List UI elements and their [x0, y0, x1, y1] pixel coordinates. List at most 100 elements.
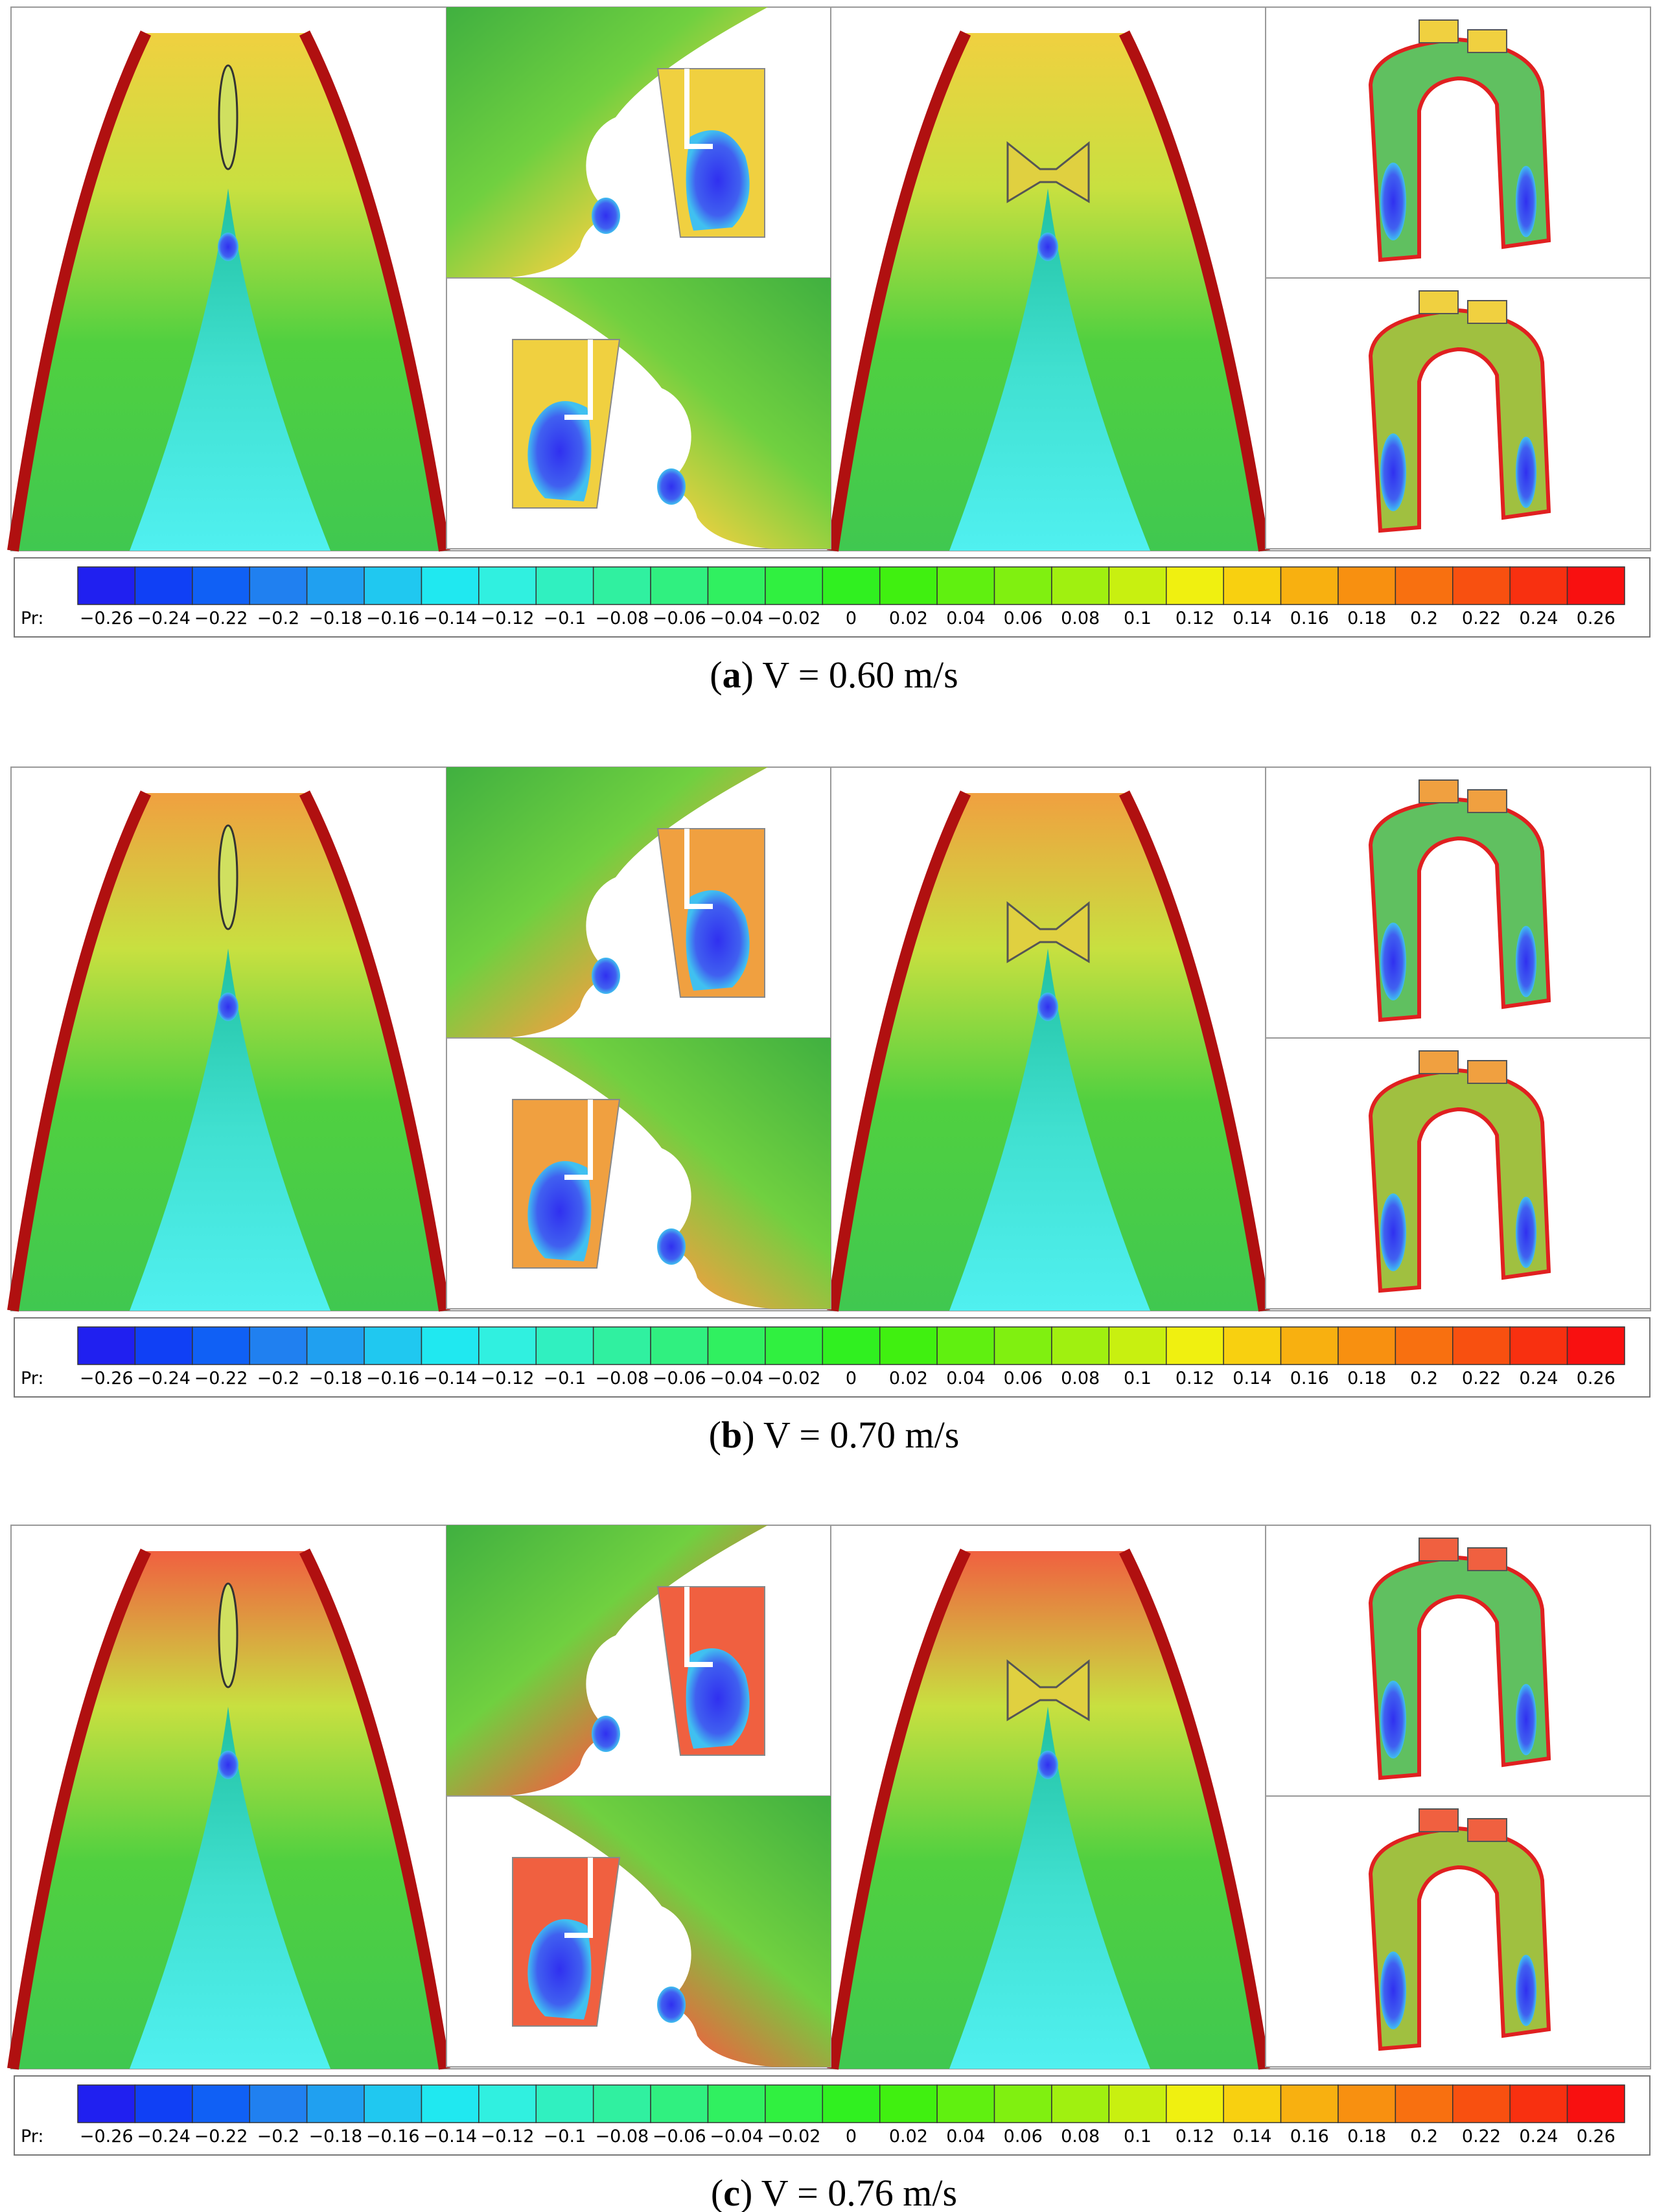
- colorbar-tick: −0.08: [595, 1368, 649, 1388]
- color-bin: [993, 566, 1052, 605]
- color-bin: [707, 566, 766, 605]
- color-bin: [77, 566, 136, 605]
- panel: Pr: −0.26 −0.24 −0.22 −0.2 −0.18 −0.16 −0.14 −0.…: [7, 1525, 1651, 2212]
- color-bin: [1452, 566, 1511, 605]
- color-bin: [936, 1326, 995, 1365]
- colorbar-tick: 0.02: [889, 2126, 928, 2147]
- colorbar-tick: −0.12: [481, 1368, 535, 1388]
- colorbar-tick: 0.14: [1233, 608, 1271, 628]
- colorbar-tick: −0.22: [194, 2126, 248, 2147]
- side-view: [446, 1795, 831, 2068]
- hub: [1419, 290, 1459, 314]
- colorbar-tick: 0.04: [946, 1368, 985, 1388]
- colorbar-tick: 0.04: [946, 608, 985, 628]
- vortex: [218, 1582, 238, 1688]
- appendage-view: [1265, 1795, 1651, 2068]
- hull-cone: [949, 949, 1150, 1311]
- caption-part: ) V = 0.60 m/s: [741, 654, 958, 696]
- colorbar-tick: −0.08: [595, 2126, 649, 2147]
- colorbar-tick: −0.2: [257, 608, 300, 628]
- rudder-blob: [686, 130, 750, 231]
- caption: (b) V = 0.70 m/s: [709, 1414, 960, 1456]
- color-bin: [592, 2084, 651, 2123]
- colorbar-tick: 0.2: [1410, 608, 1438, 628]
- colorbar-tick: −0.18: [308, 608, 362, 628]
- color-bin: [1165, 566, 1224, 605]
- color-bin: [1223, 1326, 1282, 1365]
- color-bin: [1338, 566, 1396, 605]
- colorbar-tick: 0.2: [1410, 2126, 1438, 2147]
- colorbar-tick: −0.02: [767, 608, 821, 628]
- colorbar-tick: −0.12: [481, 2126, 535, 2147]
- colorbar-tick: 0.14: [1233, 2126, 1271, 2147]
- low-pressure: [1516, 926, 1536, 997]
- side-view: [446, 1037, 831, 1309]
- color-bin: [77, 2084, 136, 2123]
- colorbar-tick: 0.1: [1124, 608, 1152, 628]
- color-bin: [1395, 566, 1454, 605]
- colorbar-tick: −0.24: [137, 2126, 191, 2147]
- rudder-blob: [686, 890, 750, 991]
- hub: [1419, 779, 1459, 803]
- colorbar-tick: −0.06: [653, 608, 706, 628]
- color-bin: [1051, 566, 1110, 605]
- color-bin: [1509, 566, 1568, 605]
- appendage-view: [1265, 1525, 1651, 1797]
- color-bin: [765, 2084, 824, 2123]
- color-bin: [1280, 1326, 1339, 1365]
- color-bin: [1452, 1326, 1511, 1365]
- hull-side: [446, 767, 768, 1038]
- hull-edge: [7, 1548, 450, 2070]
- color-bin: [364, 2084, 423, 2123]
- colorbar-tick: −0.16: [366, 1368, 420, 1388]
- colorbar-tick: 0: [846, 2126, 857, 2147]
- color-bin: [1165, 1326, 1224, 1365]
- colorbar-tick: 0.18: [1347, 608, 1386, 628]
- color-bin: [249, 2084, 308, 2123]
- colorbar-tick: 0: [846, 608, 857, 628]
- colorbar-tick: 0.18: [1347, 2126, 1386, 2147]
- low-pressure: [1380, 923, 1406, 1000]
- color-bin: [707, 2084, 766, 2123]
- color-bin: [1338, 2084, 1396, 2123]
- color-bin: [1108, 2084, 1167, 2123]
- low-pressure: [1037, 1751, 1058, 1779]
- rudder-slot: [564, 1100, 593, 1180]
- hull-side: [509, 278, 831, 549]
- low-pressure: [592, 198, 620, 234]
- color-bin: [192, 1326, 250, 1365]
- hub: [1419, 1538, 1459, 1561]
- colorbar-tick: 0.26: [1577, 608, 1616, 628]
- colorbar-label: Pr:: [21, 2126, 44, 2147]
- colorbar-tick: −0.1: [544, 1368, 586, 1388]
- hull-view: [7, 790, 450, 1312]
- colorbar-tick: 0.26: [1577, 2126, 1616, 2147]
- colorbar-tick: 0.02: [889, 608, 928, 628]
- colorbar-tick: 0.16: [1290, 608, 1329, 628]
- arch: [1368, 37, 1551, 262]
- color-bin: [592, 1326, 651, 1365]
- hull-edge: [827, 1548, 1270, 2070]
- color-bin: [1566, 566, 1625, 605]
- appendage: [1006, 141, 1090, 203]
- color-bin: [650, 566, 709, 605]
- color-bin: [592, 566, 651, 605]
- color-bin: [1223, 566, 1282, 605]
- low-pressure: [1037, 233, 1058, 261]
- colorbar-tick: 0: [846, 1368, 857, 1388]
- appendage: [1006, 901, 1090, 963]
- hull-view: [827, 30, 1270, 552]
- color-bin: [535, 2084, 594, 2123]
- color-bin: [249, 566, 308, 605]
- colorbar-tick: −0.24: [137, 608, 191, 628]
- color-bin: [192, 566, 250, 605]
- color-bin: [879, 1326, 938, 1365]
- color-bin: [707, 1326, 766, 1365]
- side-view: [446, 277, 831, 549]
- color-bin: [1395, 2084, 1454, 2123]
- color-bin: [1566, 2084, 1625, 2123]
- colorbar-tick: −0.26: [80, 608, 133, 628]
- hull-view: [7, 1548, 450, 2070]
- colorbar-tick: 0.24: [1519, 1368, 1558, 1388]
- colorbar-tick: 0.16: [1290, 2126, 1329, 2147]
